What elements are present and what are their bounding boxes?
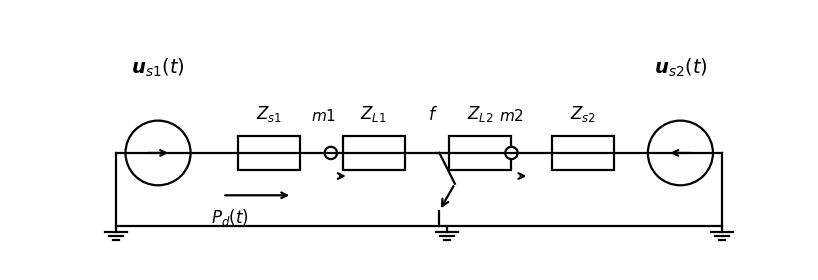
Bar [552,136,614,170]
Text: $m2$: $m2$ [499,108,524,124]
Text: $\boldsymbol{u}_{s1}(t)$: $\boldsymbol{u}_{s1}(t)$ [131,57,185,79]
Text: $f$: $f$ [428,106,438,124]
Text: $Z_{L1}$: $Z_{L1}$ [360,104,387,124]
Text: $Z_{s1}$: $Z_{s1}$ [256,104,282,124]
Text: $Z_{L2}$: $Z_{L2}$ [467,104,494,124]
Circle shape [506,147,518,159]
Text: $\boldsymbol{u}_{s2}(t)$: $\boldsymbol{u}_{s2}(t)$ [654,57,708,79]
Circle shape [325,147,337,159]
Bar [238,136,300,170]
Text: $Z_{s2}$: $Z_{s2}$ [569,104,596,124]
Bar [343,136,404,170]
Text: $m1$: $m1$ [311,108,335,124]
Bar [449,136,511,170]
Text: $P_d(t)$: $P_d(t)$ [211,207,249,228]
